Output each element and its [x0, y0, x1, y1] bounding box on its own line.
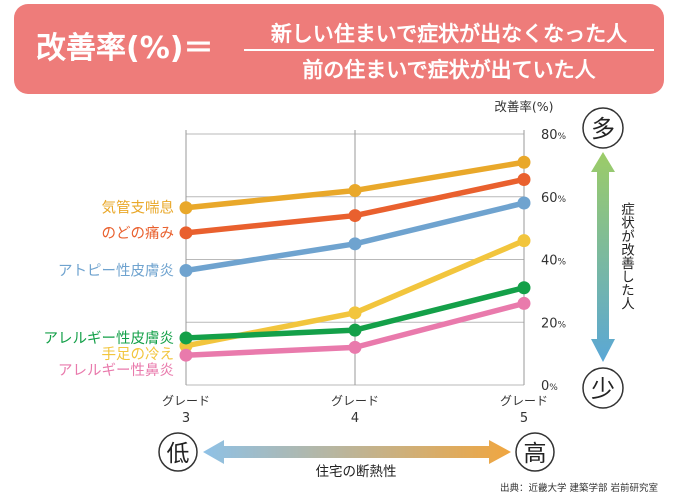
- scale-top-circle: [582, 107, 624, 149]
- data-point: [517, 234, 531, 248]
- y-tick-label: 60%: [541, 191, 567, 206]
- fraction-bar: [244, 49, 654, 51]
- y-tick-label: 20%: [541, 316, 567, 331]
- bottom-scale-label: 住宅の断熱性: [316, 464, 397, 480]
- y-axis-title: 改善率(%): [494, 99, 553, 114]
- y-tick-value: 40: [541, 254, 558, 269]
- data-point: [517, 196, 531, 210]
- data-point: [348, 237, 362, 251]
- y-tick-value: 20: [541, 316, 558, 331]
- data-point: [179, 226, 193, 240]
- data-point: [179, 331, 193, 345]
- scale-bottom-circle: [582, 367, 624, 409]
- scale-bottom-label: 少: [591, 375, 615, 403]
- x-tick-value: 3: [182, 411, 190, 426]
- series-label: 手足の冷え: [102, 346, 175, 363]
- vertical-double-arrow: [591, 152, 615, 362]
- formula-banner: 改善率(%)＝ 新しい住まいで症状が出なくなった人 前の住まいで症状が出ていた人: [14, 4, 664, 94]
- y-tick-unit: %: [558, 258, 567, 268]
- data-point: [179, 201, 193, 215]
- data-point: [348, 183, 362, 197]
- data-point: [517, 296, 531, 310]
- x-tick-label: グレード: [162, 394, 210, 408]
- series-label: アレルギー性鼻炎: [58, 362, 174, 379]
- y-tick-value: 60: [541, 191, 558, 206]
- series-label: アレルギー性皮膚炎: [44, 330, 175, 347]
- data-point: [179, 348, 193, 362]
- data-point: [517, 281, 531, 295]
- data-point: [348, 209, 362, 223]
- scale-right-circle: [515, 432, 555, 472]
- data-point: [348, 340, 362, 354]
- y-tick-unit: %: [558, 132, 567, 142]
- x-tick-label: グレード: [331, 394, 379, 408]
- formula-denominator: 前の住まいで症状が出ていた人: [302, 58, 596, 82]
- data-point: [517, 172, 531, 186]
- y-tick-value: 0: [541, 379, 549, 394]
- data-point: [517, 155, 531, 169]
- right-scale-label: 症状が改善した人: [618, 202, 635, 310]
- y-tick-unit: %: [549, 383, 558, 393]
- x-tick-value: 5: [520, 411, 528, 426]
- data-point: [179, 263, 193, 277]
- series-label: 気管支喘息: [102, 200, 175, 217]
- horizontal-double-arrow: [203, 440, 511, 464]
- data-point: [348, 306, 362, 320]
- scale-left-label: 低: [167, 441, 190, 467]
- x-tick-label: グレード: [500, 394, 548, 408]
- x-tick-value: 4: [351, 411, 359, 426]
- y-tick-label: 80%: [541, 128, 567, 143]
- series-label: アトピー性皮膚炎: [58, 262, 174, 279]
- scale-left-circle: [158, 432, 198, 472]
- data-point: [348, 323, 362, 337]
- source-credit: 出典：近畿大学 建築学部 岩前研究室: [499, 483, 658, 494]
- formula-lhs: 改善率(%)＝: [36, 31, 214, 66]
- y-tick-unit: %: [558, 320, 567, 330]
- series-label: のどの痛み: [102, 225, 175, 242]
- formula-fraction: 新しい住まいで症状が出なくなった人 前の住まいで症状が出ていた人: [244, 14, 654, 84]
- y-tick-label: 0%: [541, 379, 558, 394]
- scale-right-label: 高: [524, 441, 547, 467]
- y-tick-value: 80: [541, 128, 558, 143]
- y-tick-label: 40%: [541, 254, 567, 269]
- y-tick-unit: %: [558, 195, 567, 205]
- scale-top-label: 多: [591, 115, 615, 143]
- formula-numerator: 新しい住まいで症状が出なくなった人: [270, 22, 628, 46]
